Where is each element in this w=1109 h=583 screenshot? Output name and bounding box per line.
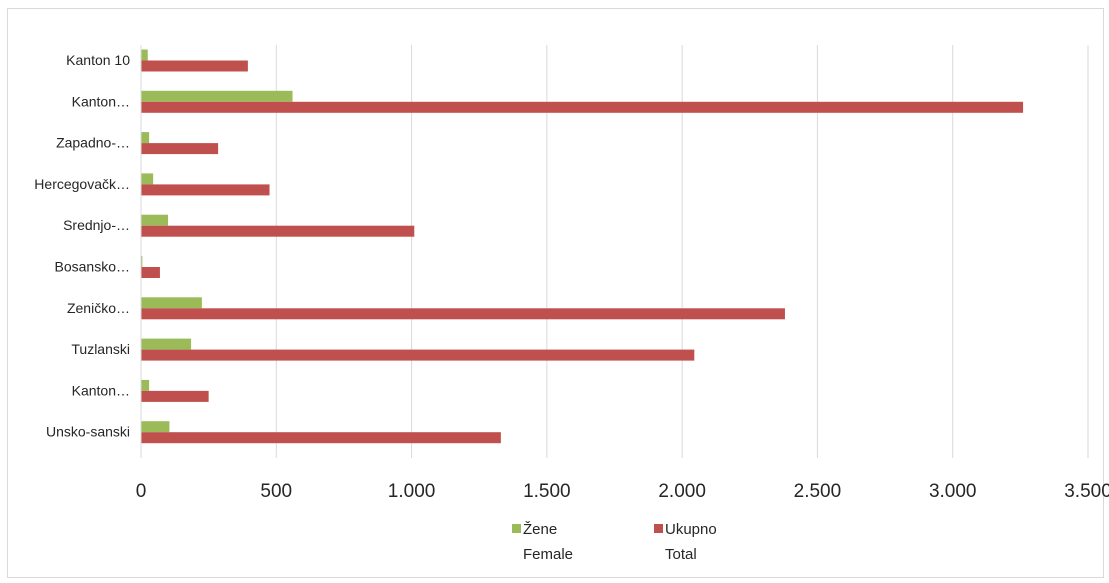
x-tick-label: 1.500	[523, 481, 571, 502]
category-label: Kanton 10	[66, 52, 130, 68]
category-label: Srednjo-…	[63, 217, 130, 233]
x-tick-label: 2.000	[658, 481, 706, 502]
category-label: Unsko-sanski	[46, 424, 130, 440]
category-label: Zeničko…	[67, 300, 130, 316]
bar-female	[141, 90, 293, 102]
category-label: Tuzlanski	[71, 341, 130, 357]
bar-total	[141, 60, 248, 72]
bar-female	[141, 132, 150, 144]
gridlines	[275, 45, 1089, 458]
category-labels: Kanton 10 Kanton… Zapadno-… Hercegovačk… Sre…	[34, 52, 130, 440]
x-tick-label: 1.000	[388, 481, 436, 502]
chart-frame	[7, 8, 1104, 578]
bar-total	[141, 390, 209, 402]
legend-item-female: Žene Female	[512, 521, 573, 563]
legend-label: Žene	[523, 521, 557, 538]
bar-female	[141, 214, 169, 226]
x-tick-labels: 0 500 1.000 1.500 2.000 2.500 3.000 3.500	[136, 481, 1109, 502]
legend-sublabel: Total	[665, 546, 697, 563]
bar-total	[141, 308, 785, 320]
bar-female	[141, 256, 143, 267]
x-tick-label: 3.500	[1064, 481, 1109, 502]
legend: Žene Female Ukupno Total	[512, 521, 717, 563]
bar-total	[141, 267, 160, 278]
bars	[141, 49, 1024, 444]
bar-total	[141, 349, 695, 361]
category-label: Hercegovačk…	[34, 176, 130, 192]
category-label: Kanton…	[72, 382, 130, 398]
legend-sublabel: Female	[523, 546, 573, 563]
x-tick-label: 0	[136, 481, 147, 502]
legend-swatch	[512, 524, 521, 533]
bar-total	[141, 432, 501, 444]
x-tick-label: 500	[260, 481, 292, 502]
bar-total	[141, 225, 415, 237]
legend-item-total: Ukupno Total	[654, 521, 717, 563]
category-label: Zapadno-…	[56, 135, 130, 151]
bar-female	[141, 173, 154, 185]
bar-female	[141, 379, 150, 391]
bar-total	[141, 101, 1024, 113]
bar-total	[141, 184, 270, 196]
bar-female	[141, 297, 202, 309]
x-tick-label: 2.500	[794, 481, 842, 502]
category-label: Kanton…	[72, 93, 130, 109]
category-label: Bosansko…	[55, 259, 130, 275]
bar-female	[141, 338, 192, 350]
legend-label: Ukupno	[665, 521, 717, 538]
x-tick-label: 3.000	[929, 481, 977, 502]
bar-female	[141, 421, 170, 433]
legend-swatch	[654, 524, 663, 533]
bar-female	[141, 49, 148, 61]
bar-total	[141, 143, 219, 155]
